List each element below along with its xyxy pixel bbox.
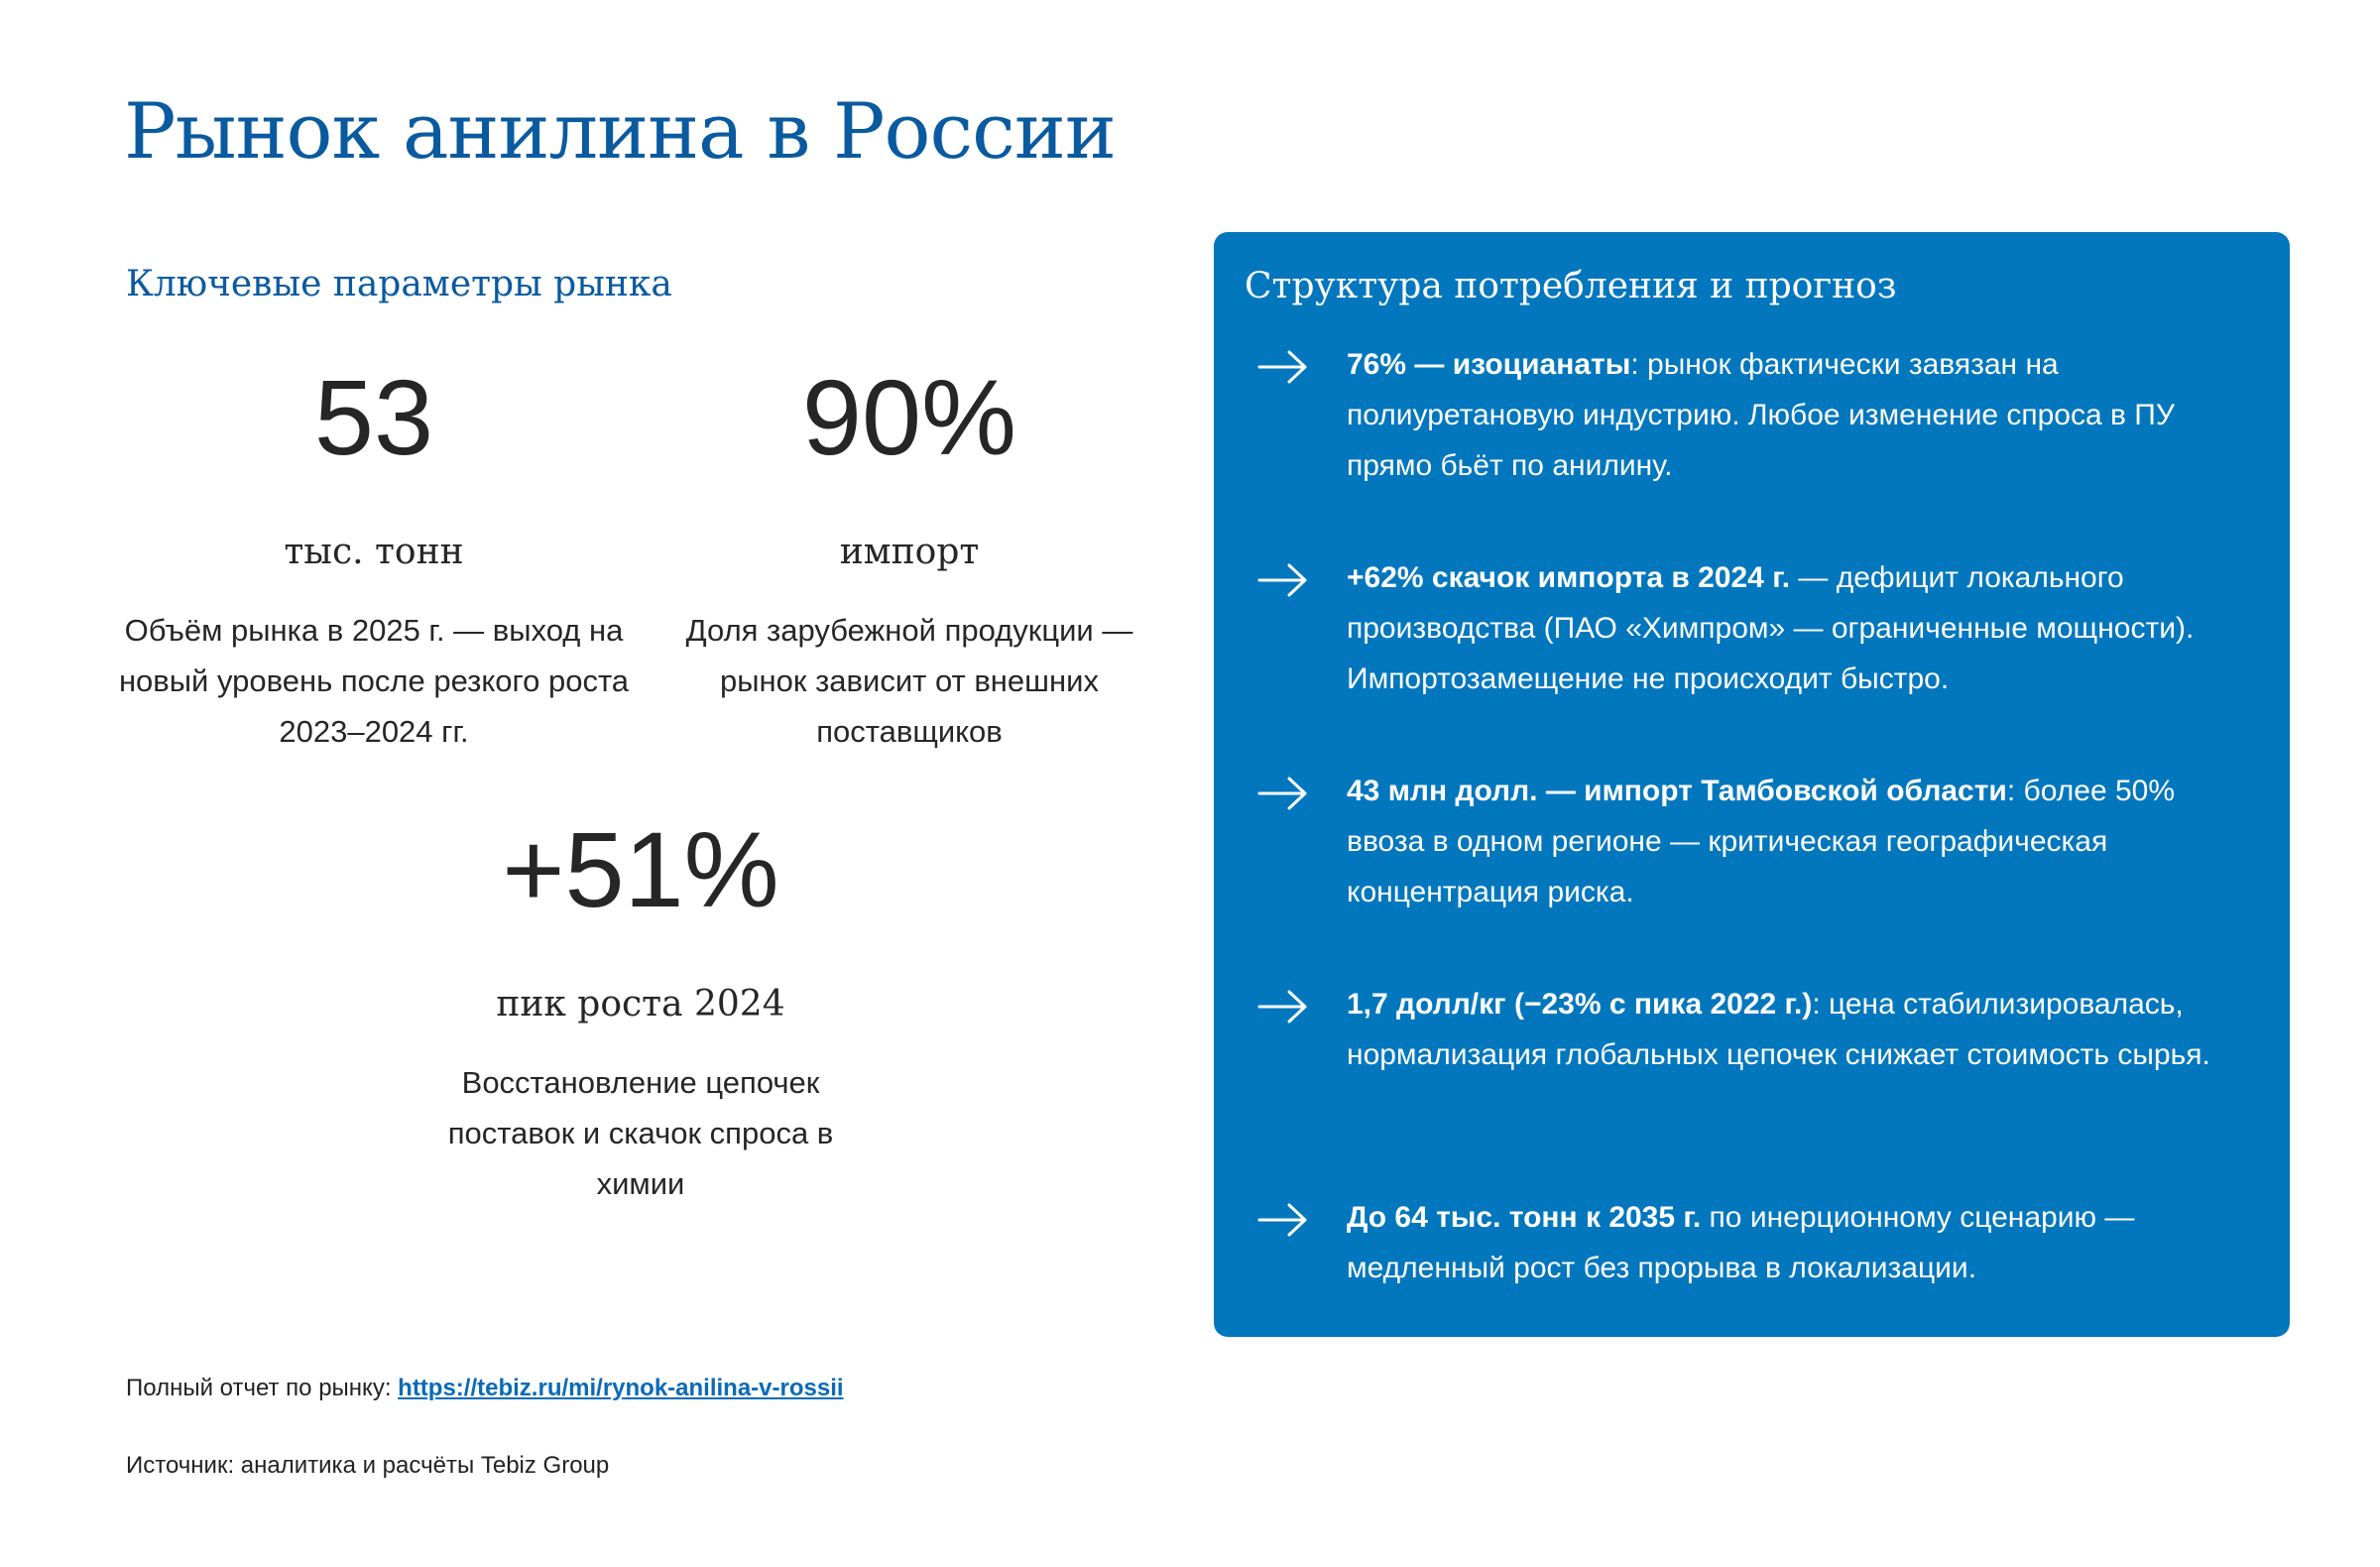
panel-item-highlight: 43 млн долл. — импорт Тамбовской области <box>1347 775 2007 807</box>
panel-item-body: — дефицит локального производства (ПАО «… <box>1347 561 2195 695</box>
stat-description: Объём рынка в 2025 г. — выход на новый у… <box>118 613 630 749</box>
panel-item-text: 76% — изоцианаты: рынок фактически завяз… <box>1347 339 2259 491</box>
key-params-heading: Ключевые параметры рынка <box>126 264 672 304</box>
panel-item-highlight: +62% скачок импорта в 2024 г. <box>1347 561 1791 594</box>
stat-value: 90% <box>801 357 1017 477</box>
report-label: Полный отчет по рынку: <box>126 1375 399 1401</box>
arrow-right-icon <box>1257 990 1307 1024</box>
stat-unit: тыс. тонн <box>284 532 464 572</box>
report-link-line: Полный отчет по рынку: https://tebiz.ru/… <box>126 1375 844 1402</box>
arrow-right-icon <box>1257 350 1307 384</box>
stat-unit: пик роста 2024 <box>496 984 785 1025</box>
panel-item-text: До 64 тыс. тонн к 2035 г. по инерционном… <box>1347 1192 2259 1293</box>
panel-item-highlight: 76% — изоцианаты <box>1347 348 1631 381</box>
stat-value: +51% <box>502 809 779 929</box>
panel-item-body: : более 50% ввоза в одном регионе — крит… <box>1347 775 2176 908</box>
report-link[interactable]: https://tebiz.ru/mi/rynok-anilina-v-ross… <box>398 1375 844 1401</box>
arrow-right-icon <box>1257 777 1307 810</box>
stat-import-share: 90% импорт Доля зарубежной продукции — р… <box>652 353 1167 757</box>
stat-description: Доля зарубежной продукции — рынок зависи… <box>685 613 1133 749</box>
panel-item-body: : цена стабилизировалась, нормализация г… <box>1347 988 2210 1071</box>
consumption-forecast-panel: Структура потребления и прогноз 76% — из… <box>1214 232 2290 1337</box>
arrow-right-icon <box>1257 1203 1307 1237</box>
panel-item-highlight: 1,7 долл/кг (−23% с пика 2022 г.) <box>1347 988 1813 1021</box>
stat-market-volume: 53 тыс. тонн Объём рынка в 2025 г. — вых… <box>116 353 632 757</box>
panel-item-text: +62% скачок импорта в 2024 г. — дефицит … <box>1347 552 2259 704</box>
panel-item-highlight: До 64 тыс. тонн к 2035 г. <box>1347 1201 1702 1234</box>
panel-item-body: : рынок фактически завязан на полиуретан… <box>1347 348 2175 482</box>
stat-unit: импорт <box>839 532 980 572</box>
arrow-right-icon <box>1257 563 1307 597</box>
stat-value: 53 <box>313 357 434 477</box>
page-title: Рынок анилина в России <box>124 87 1117 177</box>
source-note: Источник: аналитика и расчёты Tebiz Grou… <box>126 1452 610 1479</box>
stat-growth-peak: +51% пик роста 2024 Восстановление цепоч… <box>422 805 859 1209</box>
panel-item-text: 1,7 долл/кг (−23% с пика 2022 г.): цена … <box>1347 979 2259 1080</box>
panel-heading: Структура потребления и прогноз <box>1245 266 1897 306</box>
panel-item-text: 43 млн долл. — импорт Тамбовской области… <box>1347 766 2259 917</box>
panel-item-body: по инерционному сценарию — медленный рос… <box>1347 1201 2135 1284</box>
stat-description: Восстановление цепочек поставок и скачок… <box>447 1065 834 1201</box>
